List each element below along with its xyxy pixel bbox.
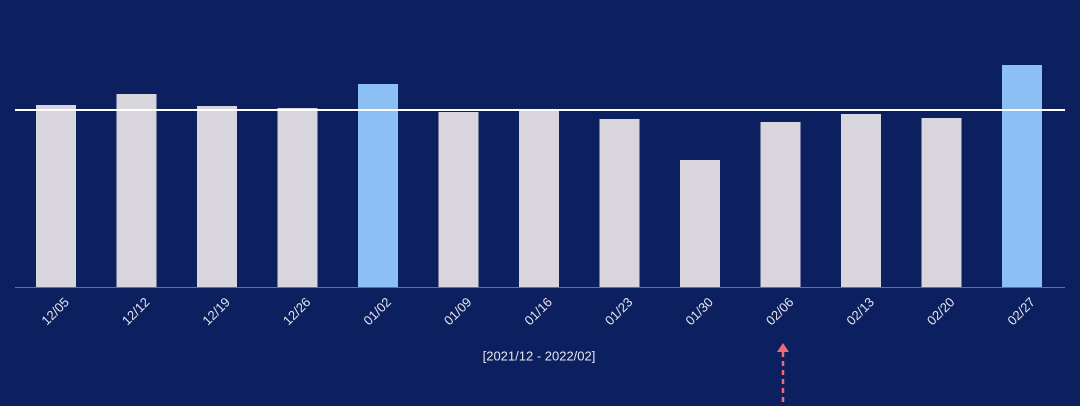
bar [841, 114, 881, 287]
arrow-head [777, 343, 789, 352]
bar [1002, 65, 1042, 287]
bar [680, 160, 720, 287]
x-axis-label: [2021/12 - 2022/02] [483, 348, 596, 363]
bar [760, 122, 801, 287]
bar [36, 105, 76, 287]
bar [599, 119, 640, 287]
bar [116, 94, 157, 287]
bar [358, 84, 398, 287]
bar [921, 118, 962, 287]
bar [519, 111, 559, 287]
bar [277, 108, 318, 287]
bar [197, 106, 237, 287]
bar [438, 112, 479, 287]
